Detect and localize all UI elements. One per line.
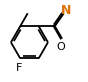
Text: O: O <box>57 42 66 52</box>
Text: F: F <box>16 63 23 73</box>
Text: N: N <box>61 4 71 17</box>
